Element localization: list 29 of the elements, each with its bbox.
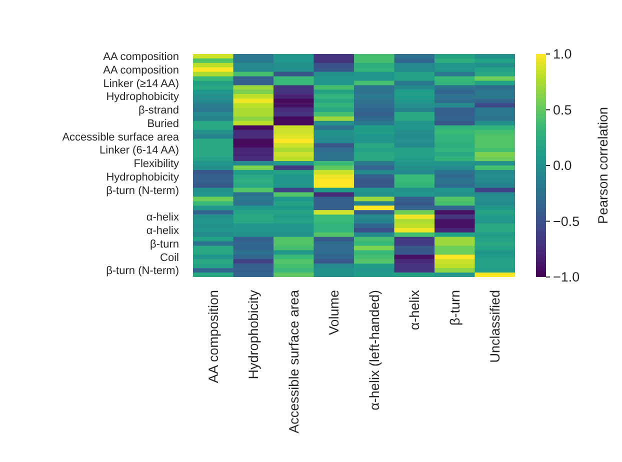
y-tick-label: Hydrophobicity bbox=[106, 91, 180, 104]
color-bar-label: 1.0 bbox=[553, 46, 572, 62]
x-tick-label: α-helix bbox=[407, 290, 422, 330]
color-bar-label: −1.0 bbox=[553, 270, 580, 285]
x-tick-label: Volume bbox=[326, 290, 342, 336]
x-tick-label: α-helix (left-handed) bbox=[366, 290, 382, 410]
x-tick-label: β-turn bbox=[447, 290, 462, 326]
y-tick-label: Hydrophobicity bbox=[106, 172, 180, 184]
x-tick-label: Accessible surface area bbox=[286, 290, 302, 434]
y-tick-label: AA composition bbox=[103, 51, 179, 64]
y-tick-label: Linker (6-14 AA) bbox=[100, 144, 179, 157]
color-bar-label: 0.0 bbox=[553, 158, 572, 174]
y-tick-label: Accessible surface area bbox=[62, 131, 180, 144]
y-tick-label: β-turn (N-term) bbox=[106, 265, 179, 278]
color-bar-label: −0.5 bbox=[553, 214, 580, 229]
y-tick-label: β-strand bbox=[138, 104, 179, 117]
x-tick-label: Unclassified bbox=[488, 290, 503, 363]
y-tick-label: Linker (≥14 AA) bbox=[103, 78, 179, 90]
y-tick-label: Coil bbox=[160, 252, 179, 264]
color-bar-label: 0.5 bbox=[553, 102, 572, 118]
y-tick-label: AA composition bbox=[103, 64, 179, 76]
y-tick-label: β-turn bbox=[150, 238, 179, 250]
color-bar-title: Pearson correlation bbox=[596, 106, 611, 224]
y-tick-label: β-turn (N-term) bbox=[106, 184, 179, 197]
y-tick-label: Flexibility bbox=[134, 158, 180, 170]
y-tick-label: α-helix bbox=[146, 212, 180, 224]
y-tick-label: Buried bbox=[147, 118, 179, 130]
x-tick-label: Hydrophobicity bbox=[246, 290, 262, 380]
y-tick-label: α-helix bbox=[146, 225, 180, 238]
